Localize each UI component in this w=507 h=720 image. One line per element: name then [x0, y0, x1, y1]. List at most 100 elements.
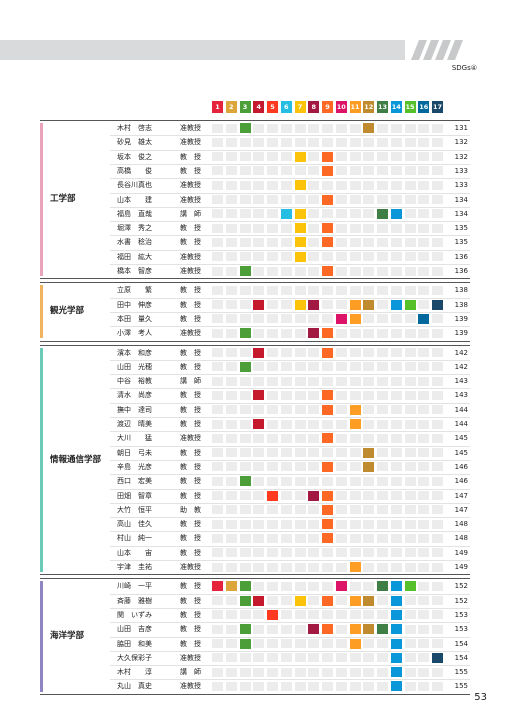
goal-cell: [212, 405, 223, 415]
goal-cell: [322, 581, 333, 591]
goal-cell: [322, 123, 333, 133]
page-ref: 135: [454, 224, 468, 233]
goal-cell: [280, 610, 292, 620]
row-line: [110, 517, 470, 519]
goal-icon: [322, 328, 333, 339]
goal-cell: [377, 533, 388, 543]
row-line: [110, 163, 470, 165]
goal-icon: [322, 347, 333, 358]
sdg-number: 11: [349, 101, 361, 113]
goal-cell: [377, 314, 388, 324]
goal-cell: [267, 237, 278, 247]
goal-cell: [363, 491, 375, 500]
goal-cell: [280, 548, 292, 558]
sdg-number: 14: [390, 101, 402, 113]
goal-cell: [308, 166, 320, 176]
page-ref: 143: [454, 391, 468, 400]
goal-cell: [294, 610, 306, 620]
member-title: 教 授: [180, 582, 201, 591]
goal-cell: [363, 137, 375, 147]
member-name: 山田 光穂: [117, 362, 152, 371]
goal-cell: [363, 581, 375, 591]
goal-cell: [225, 237, 237, 247]
goal-cell: [390, 166, 402, 176]
goal-cell: [267, 348, 278, 357]
goal-icon: [267, 490, 278, 501]
department-name: 情報通信学部: [50, 454, 102, 465]
goal-cell: [294, 314, 306, 324]
goal-cell: [418, 476, 430, 486]
goal-cell: [267, 581, 278, 591]
sdg-number: 12: [363, 101, 375, 113]
goal-cell: [308, 653, 320, 663]
goal-cell: [390, 462, 402, 472]
member-name: 長谷川真也: [117, 181, 152, 190]
goal-cell: [335, 137, 347, 147]
goal-cell: [267, 405, 278, 415]
goal-cell: [363, 519, 375, 529]
goal-cell: [239, 433, 251, 443]
goal-cell: [390, 223, 402, 233]
page-number: 53: [474, 692, 487, 703]
goal-cell: [239, 376, 251, 386]
goal-cell: [418, 667, 430, 677]
goal-cell: [294, 533, 306, 543]
goal-cell: [225, 166, 237, 176]
goal-icon: [322, 194, 333, 205]
goal-cell: [294, 653, 306, 663]
member-title: 教 授: [180, 610, 201, 619]
goal-cell: [390, 390, 402, 400]
page-ref: 144: [454, 420, 468, 428]
goal-cell: [280, 300, 292, 310]
page-ref: 146: [454, 462, 468, 471]
goal-cell: [432, 491, 443, 500]
goal-cell: [390, 419, 402, 429]
goal-cell: [349, 610, 361, 620]
goal-cell: [335, 519, 347, 529]
goal-cell: [432, 581, 443, 591]
goal-cell: [390, 328, 402, 338]
goal-icon: [349, 419, 361, 429]
goal-cell: [239, 419, 251, 429]
member-title: 教 授: [180, 639, 201, 648]
goal-icon: [349, 624, 361, 635]
goal-icon: [322, 533, 333, 544]
member-title: 教 授: [180, 520, 201, 529]
goal-cell: [239, 180, 251, 190]
goal-cell: [377, 639, 388, 648]
goal-cell: [212, 548, 223, 558]
member-name: 渡辺 晴美: [117, 420, 152, 428]
goal-cell: [377, 195, 388, 204]
goal-cell: [363, 328, 375, 338]
goal-cell: [349, 681, 361, 691]
goal-cell: [432, 348, 443, 357]
goal-cell: [212, 610, 223, 620]
goal-icon: [363, 447, 375, 458]
goal-cell: [267, 533, 278, 543]
goal-cell: [335, 667, 347, 677]
goal-icon: [390, 667, 402, 678]
goal-cell: [404, 653, 416, 663]
goal-cell: [308, 137, 320, 147]
goal-icon: [294, 595, 306, 606]
goal-cell: [349, 285, 361, 295]
page-ref: 135: [454, 238, 468, 247]
goal-cell: [404, 419, 416, 429]
sdg-number: 1: [212, 101, 223, 113]
goal-cell: [308, 419, 320, 429]
goal-cell: [335, 266, 347, 276]
goal-cell: [432, 562, 443, 572]
goal-icon: [363, 624, 375, 635]
header-bar: [0, 40, 405, 60]
goal-cell: [294, 667, 306, 677]
goal-cell: [253, 548, 265, 558]
goal-cell: [432, 166, 443, 176]
goal-icon: [239, 361, 251, 372]
goal-icon: [363, 595, 375, 606]
goal-cell: [404, 476, 416, 486]
goal-cell: [267, 328, 278, 338]
rule: [40, 282, 470, 284]
goal-cell: [212, 639, 223, 648]
goal-cell: [308, 237, 320, 247]
goal-cell: [308, 505, 320, 515]
